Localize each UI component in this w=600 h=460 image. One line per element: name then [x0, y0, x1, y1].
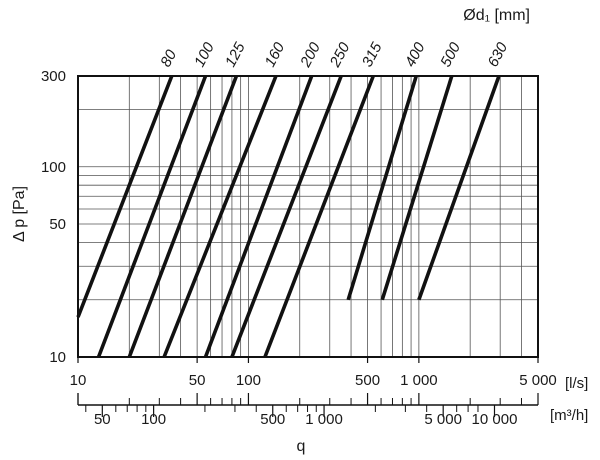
series-line-500: [380, 75, 454, 301]
axis-ticks: [77, 357, 539, 417]
series-label-400: 400: [402, 39, 429, 70]
x-tick-label: 1 000: [400, 372, 438, 389]
series-label-500: 500: [437, 39, 464, 70]
x2-tick-label: 5 000: [424, 411, 462, 428]
y-tick-label: 50: [49, 216, 66, 233]
series-label-160: 160: [261, 39, 288, 70]
x2-tick-label: 500: [260, 411, 285, 428]
series-line-250: [230, 75, 343, 358]
x2-tick-label: 100: [141, 411, 166, 428]
x-axis-title: q: [297, 438, 306, 455]
series-label-200: 200: [297, 39, 325, 71]
series-line-400: [346, 75, 418, 301]
series-label-630: 630: [484, 39, 511, 70]
series-label-315: 315: [359, 39, 386, 70]
x2-tick-label: 10 000: [472, 411, 518, 428]
series-lines: [76, 75, 501, 358]
series-label-100: 100: [191, 39, 218, 70]
x-axis-unit: [l/s]: [565, 375, 588, 392]
series-line-125: [127, 75, 239, 358]
axis-labels: 80 100 125 160 200 250 315 400 500 63010501003001…: [41, 39, 557, 428]
x2-tick-label: 50: [94, 411, 111, 428]
y-tick-label: 300: [41, 68, 66, 85]
series-line-315: [263, 75, 375, 358]
x-tick-label: 5 000: [519, 372, 557, 389]
series-title: Ød₁ [mm]: [463, 7, 530, 24]
series-line-80: [76, 75, 174, 318]
series-line-630: [417, 75, 501, 301]
x-tick-label: 10: [70, 372, 87, 389]
y-tick-label: 100: [41, 159, 66, 176]
x-tick-label: 100: [236, 372, 261, 389]
grid: [78, 76, 538, 357]
x-tick-label: 50: [189, 372, 206, 389]
y-tick-label: 10: [49, 349, 66, 366]
y-axis-title: Δ p [Pa]: [11, 186, 28, 242]
series-label-80: 80: [157, 47, 180, 70]
series-label-125: 125: [222, 39, 249, 70]
plot-frame: [77, 75, 539, 358]
series-label-250: 250: [326, 39, 354, 71]
x2-tick-label: 1 000: [305, 411, 343, 428]
x-tick-label: 500: [355, 372, 380, 389]
series-line-200: [203, 75, 314, 358]
x2-axis-unit: [m³/h]: [550, 407, 588, 424]
series-line-160: [162, 75, 278, 358]
series-line-100: [96, 75, 208, 358]
